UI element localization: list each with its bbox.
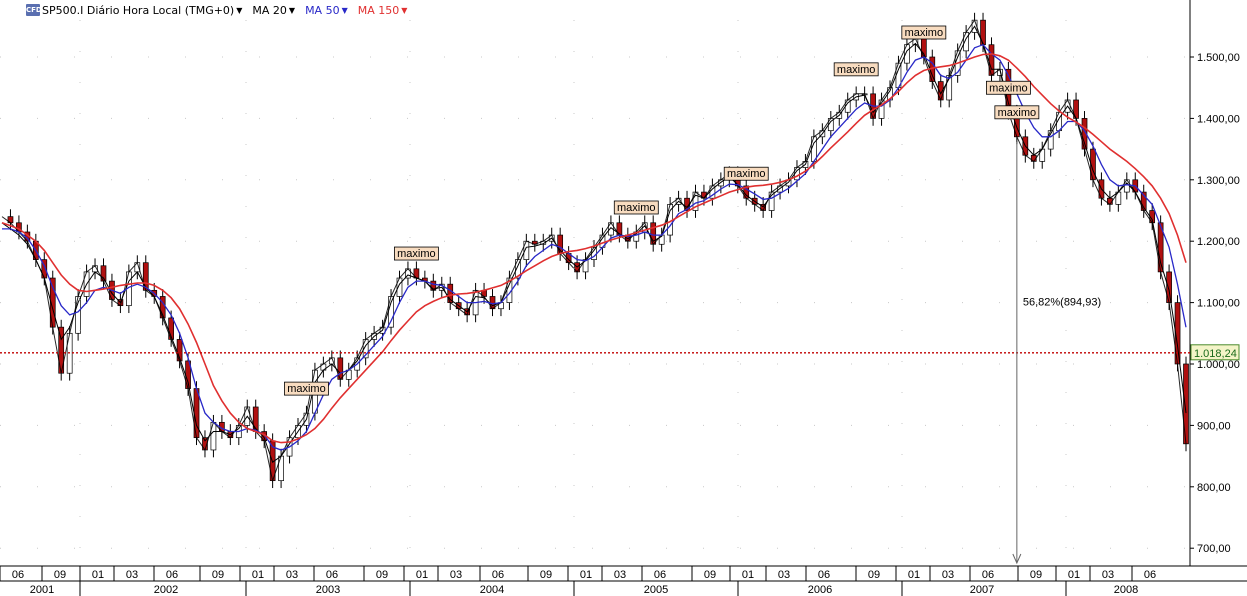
month-label: 03 bbox=[126, 569, 138, 581]
chevron-down-icon: ▼ bbox=[288, 5, 296, 15]
ma20-label: MA 20 bbox=[252, 3, 287, 17]
year-label: 2006 bbox=[808, 584, 832, 596]
maximo-label-8-box bbox=[994, 105, 1040, 120]
year-label: 2005 bbox=[644, 584, 668, 596]
symbol-label: SP500.I Diário Hora Local (TMG+0) bbox=[42, 3, 235, 17]
y-tick-label: 1.300,00 bbox=[1197, 175, 1240, 187]
maximo-label-8: maximo bbox=[998, 107, 1037, 119]
month-label: 01 bbox=[580, 569, 592, 581]
month-label: 03 bbox=[778, 569, 790, 581]
drawdown-arrow-head bbox=[1012, 553, 1022, 565]
maximo-label-6-box bbox=[901, 25, 947, 40]
maximo-label-7-box bbox=[986, 80, 1031, 95]
chart-legend: CFD SP500.I Diário Hora Local (TMG+0) ▼ M… bbox=[0, 0, 417, 20]
year-label: 2003 bbox=[316, 584, 340, 596]
y-tick-label: 1.200,00 bbox=[1197, 236, 1240, 248]
month-label: 09 bbox=[1030, 569, 1042, 581]
maximo-label-2: maximo bbox=[397, 248, 436, 260]
month-label: 01 bbox=[742, 569, 754, 581]
price-line bbox=[1, 19, 1187, 483]
year-label: 2008 bbox=[1114, 584, 1138, 596]
ma20-selector[interactable]: MA 20 ▼ bbox=[252, 4, 295, 17]
month-label: 06 bbox=[654, 569, 666, 581]
month-label: 09 bbox=[212, 569, 224, 581]
maximo-label-3: maximo bbox=[617, 202, 656, 214]
ma50-label: MA 50 bbox=[305, 3, 340, 17]
ma50-line bbox=[2, 43, 1187, 451]
month-label: 06 bbox=[492, 569, 504, 581]
month-label: 06 bbox=[166, 569, 178, 581]
maximo-label-1-box bbox=[284, 381, 329, 396]
y-tick-label: 1.400,00 bbox=[1197, 113, 1240, 125]
maximo-label-7: maximo bbox=[989, 82, 1028, 94]
year-label: 2001 bbox=[30, 584, 54, 596]
month-label: 03 bbox=[286, 569, 298, 581]
maximo-label-2-box bbox=[393, 246, 439, 261]
symbol-selector[interactable]: SP500.I Diário Hora Local (TMG+0) ▼ bbox=[42, 4, 242, 17]
month-label: 01 bbox=[252, 569, 264, 581]
month-label: 09 bbox=[376, 569, 388, 581]
ma50-selector[interactable]: MA 50 ▼ bbox=[305, 4, 348, 17]
month-label: 03 bbox=[614, 569, 626, 581]
maximo-label-3-box bbox=[613, 200, 659, 215]
year-label: 2004 bbox=[480, 584, 504, 596]
y-tick-label: 700,00 bbox=[1197, 543, 1231, 555]
month-label: 06 bbox=[818, 569, 830, 581]
current-price-label: 1.018,24 bbox=[1194, 348, 1237, 360]
month-label: 09 bbox=[868, 569, 880, 581]
chevron-down-icon: ▼ bbox=[341, 5, 348, 15]
y-tick-label: 1.500,00 bbox=[1197, 52, 1240, 64]
month-label: 01 bbox=[908, 569, 920, 581]
ma150-label: MA 150 bbox=[357, 3, 400, 17]
maximo-label-4-box bbox=[723, 166, 769, 181]
month-label: 09 bbox=[540, 569, 552, 581]
y-tick-label: 800,00 bbox=[1197, 482, 1231, 494]
maximo-label-6: maximo bbox=[905, 27, 944, 39]
candle-body bbox=[1183, 363, 1189, 445]
y-tick-label: 900,00 bbox=[1197, 420, 1231, 432]
maximo-label-5: maximo bbox=[837, 64, 876, 76]
month-label: 01 bbox=[416, 569, 428, 581]
y-tick-label: 1.000,00 bbox=[1197, 359, 1240, 371]
month-label: 06 bbox=[12, 569, 24, 581]
month-label: 09 bbox=[704, 569, 716, 581]
month-label: 06 bbox=[982, 569, 994, 581]
current-price-tag bbox=[1190, 344, 1240, 361]
cfd-logo: CFD bbox=[26, 4, 42, 16]
month-label: 06 bbox=[1144, 569, 1156, 581]
maximo-label-1: maximo bbox=[287, 383, 326, 395]
ma150-selector[interactable]: MA 150 ▼ bbox=[358, 4, 408, 17]
y-tick-label: 1.100,00 bbox=[1197, 298, 1240, 310]
month-label: 01 bbox=[1068, 569, 1080, 581]
maximo-label-5-box bbox=[833, 62, 879, 77]
ma150-line bbox=[1, 53, 1187, 444]
price-axis-panel bbox=[1190, 0, 1247, 566]
ma20-line bbox=[1, 25, 1187, 463]
maximo-label-4: maximo bbox=[727, 168, 766, 180]
month-label: 06 bbox=[326, 569, 338, 581]
month-label: 03 bbox=[450, 569, 462, 581]
year-label: 2002 bbox=[154, 584, 178, 596]
chevron-down-icon: ▼ bbox=[236, 5, 243, 15]
month-label: 09 bbox=[54, 569, 66, 581]
year-label: 2007 bbox=[970, 584, 994, 596]
drawdown-label: 56,82%(894,93) bbox=[1023, 297, 1101, 309]
month-label: 01 bbox=[92, 569, 104, 581]
month-label: 03 bbox=[1102, 569, 1114, 581]
chevron-down-icon: ▼ bbox=[401, 5, 408, 15]
month-label: 03 bbox=[942, 569, 954, 581]
